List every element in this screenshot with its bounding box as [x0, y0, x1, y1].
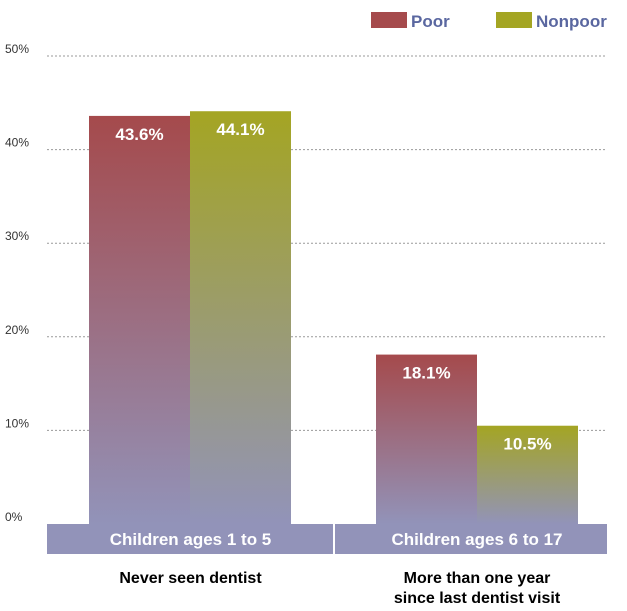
bar-poor-1 [89, 115, 190, 525]
bar-value-label: 44.1% [216, 120, 264, 139]
legend-label-poor: Poor [411, 12, 450, 31]
group-labels: Never seen dentist More than one year sinc… [119, 570, 560, 607]
legend-swatch-poor [371, 12, 407, 28]
category-band: Children ages 1 to 5 Children ages 6 to 1… [47, 524, 607, 554]
bars: 43.6% 44.1% 18.1% 10.5% [89, 111, 578, 525]
bar-value-label: 10.5% [503, 435, 551, 454]
bar-poor-2 [376, 354, 477, 524]
bar-value-label: 18.1% [402, 364, 450, 383]
y-tick-label: 0% [5, 510, 23, 524]
y-tick-label: 30% [5, 229, 29, 243]
bar-value-label: 43.6% [115, 125, 163, 144]
group-label: since last dentist visit [394, 590, 561, 607]
legend-label-nonpoor: Nonpoor [536, 12, 607, 31]
bar-nonpoor-2 [477, 425, 578, 524]
legend: Poor Nonpoor [371, 12, 607, 31]
group-label: Never seen dentist [119, 570, 262, 587]
y-tick-label: 20% [5, 323, 29, 337]
category-label: Children ages 6 to 17 [392, 530, 563, 549]
category-label: Children ages 1 to 5 [110, 530, 272, 549]
y-tick-label: 50% [5, 42, 29, 56]
group-label: More than one year [404, 570, 551, 587]
y-tick-label: 10% [5, 416, 29, 430]
bar-nonpoor-1 [190, 111, 291, 524]
legend-swatch-nonpoor [496, 12, 532, 28]
category-band [47, 524, 607, 554]
y-axis-ticks: 0% 10% 20% 30% 40% 50% [5, 42, 29, 524]
y-tick-label: 40% [5, 136, 29, 150]
